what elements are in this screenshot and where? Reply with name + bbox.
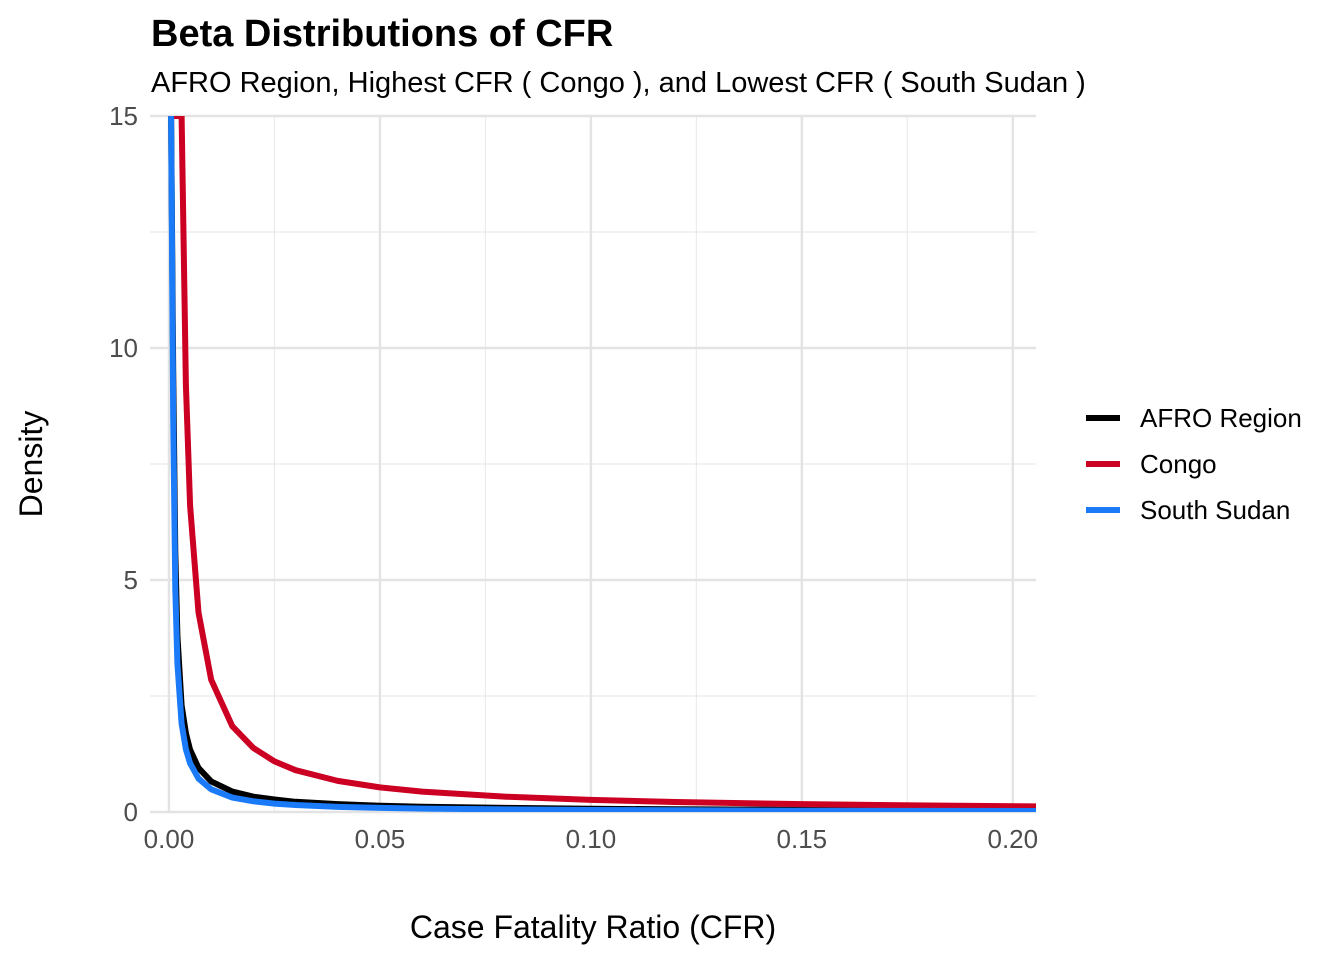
chart-title: Beta Distributions of CFR — [151, 13, 613, 55]
x-tick-label: 0.05 — [355, 824, 406, 854]
series-line-congo — [168, 116, 1036, 810]
series-line-afro-region — [168, 116, 1036, 812]
x-tick-label: 0.15 — [777, 824, 828, 854]
y-tick-label: 0 — [124, 797, 138, 827]
x-tick-label: 0.00 — [144, 824, 195, 854]
series-lines — [168, 116, 1036, 812]
legend: AFRO Region Congo South Sudan — [1086, 403, 1302, 525]
y-axis: 0 5 10 15 — [109, 101, 138, 827]
y-tick-label: 10 — [109, 333, 138, 363]
y-axis-title: Density — [13, 411, 49, 518]
y-tick-label: 5 — [124, 565, 138, 595]
x-tick-label: 0.10 — [566, 824, 617, 854]
x-axis: 0.00 0.05 0.10 0.15 0.20 — [144, 824, 1038, 854]
x-axis-title: Case Fatality Ratio (CFR) — [410, 909, 776, 945]
legend-label: Congo — [1140, 449, 1217, 479]
grid — [150, 114, 1036, 814]
x-tick-label: 0.20 — [987, 824, 1038, 854]
series-line-south-sudan — [168, 116, 1036, 812]
legend-label: South Sudan — [1140, 495, 1290, 525]
chart-subtitle: AFRO Region, Highest CFR ( Congo ), and … — [151, 67, 1086, 99]
legend-label: AFRO Region — [1140, 403, 1302, 433]
y-tick-label: 15 — [109, 101, 138, 131]
